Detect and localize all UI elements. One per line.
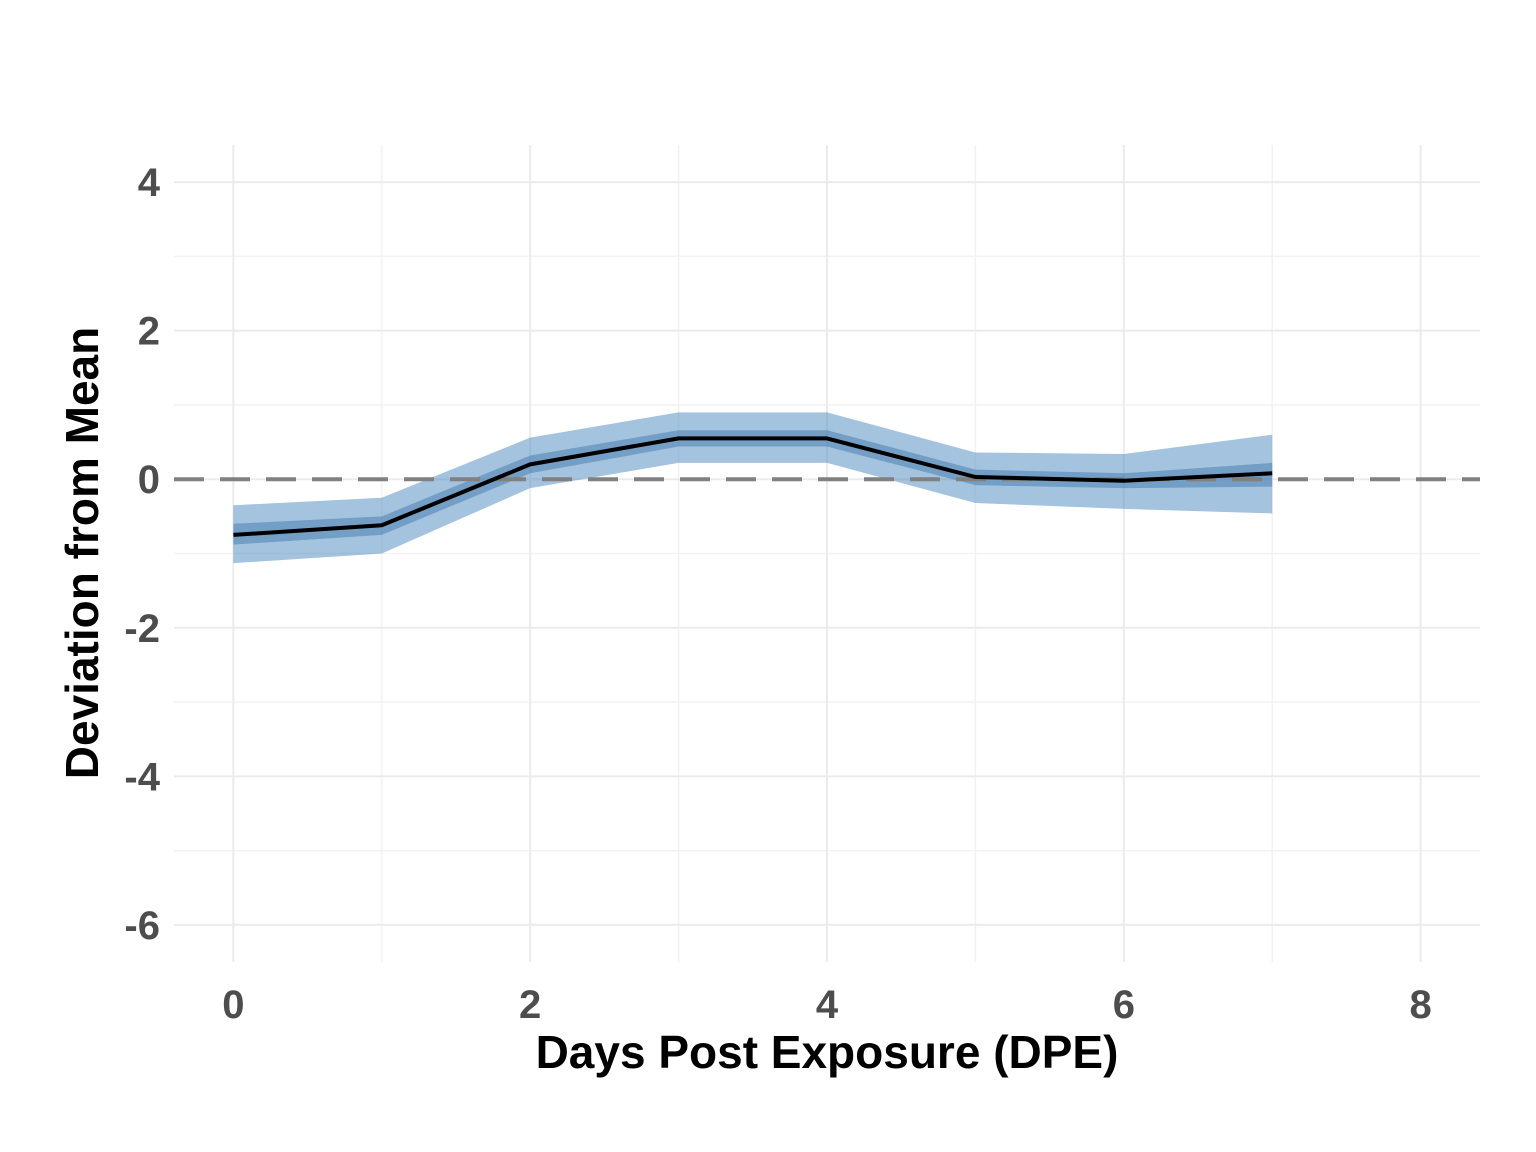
y-tick-label: -4 <box>124 755 160 799</box>
x-tick-label: 8 <box>1410 983 1432 1027</box>
x-tick-label: 0 <box>222 983 244 1027</box>
y-tick-label: -2 <box>124 607 160 651</box>
confidence-bands <box>233 412 1273 564</box>
y-tick-label: -6 <box>124 904 160 948</box>
mean-deviation-line <box>233 436 1273 537</box>
y-axis-ticks: 4 2 0 -2 -4 -6 <box>124 161 160 948</box>
x-tick-label: 4 <box>816 983 839 1027</box>
x-axis-ticks: 0 2 4 6 8 <box>222 983 1432 1027</box>
y-axis-title: Deviation from Mean <box>56 327 108 779</box>
x-tick-label: 6 <box>1113 983 1135 1027</box>
x-tick-label: 2 <box>519 983 541 1027</box>
x-axis-title: Days Post Exposure (DPE) <box>536 1026 1119 1078</box>
inner-confidence-band <box>233 430 1273 545</box>
y-tick-label: 0 <box>138 458 160 502</box>
y-tick-label: 4 <box>138 161 161 205</box>
y-tick-label: 2 <box>138 310 160 354</box>
series-lines <box>233 436 1273 537</box>
